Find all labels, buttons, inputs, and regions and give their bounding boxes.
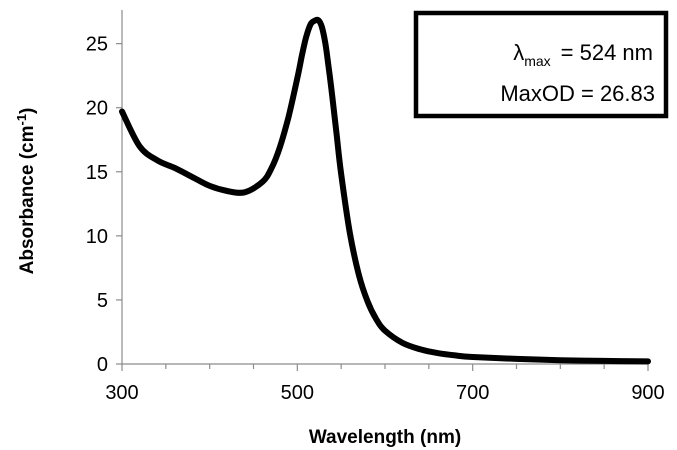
lambda-max-label: λmax = 524 nm xyxy=(513,40,653,69)
y-axis-title-main: Absorbance (cm xyxy=(17,126,38,275)
y-tick-label: 20 xyxy=(86,98,108,120)
x-tick-label: 700 xyxy=(456,382,489,404)
x-axis-title: Wavelength (nm) xyxy=(309,427,461,448)
y-tick-label: 0 xyxy=(97,354,108,376)
lambda-value: = 524 nm xyxy=(561,40,653,65)
y-tick-label: 25 xyxy=(86,34,108,56)
y-tick-label: 10 xyxy=(86,226,108,248)
y-axis-title-end: ) xyxy=(17,108,38,114)
absorbance-curve xyxy=(119,16,651,365)
y-axis-title-superscript: -1 xyxy=(14,114,29,126)
y-tick-label: 5 xyxy=(97,290,108,312)
y-axis-title: Absorbance (cm-1) xyxy=(14,108,38,275)
annotation-border xyxy=(413,10,669,119)
lambda-subscript: max xyxy=(524,53,550,69)
y-axis-ticks: 0 5 10 15 20 25 xyxy=(86,34,122,376)
y-tick-label: 15 xyxy=(86,162,108,184)
lambda-symbol: λ xyxy=(513,40,524,65)
x-axis-ticks: 300 500 700 900 xyxy=(105,364,665,404)
x-tick-label: 900 xyxy=(631,382,664,404)
x-tick-label: 500 xyxy=(281,382,314,404)
annotation-box: λmax = 524 nm MaxOD = 26.83 xyxy=(413,10,669,119)
maxod-label: MaxOD = 26.83 xyxy=(500,81,655,106)
x-tick-label: 300 xyxy=(105,382,138,404)
